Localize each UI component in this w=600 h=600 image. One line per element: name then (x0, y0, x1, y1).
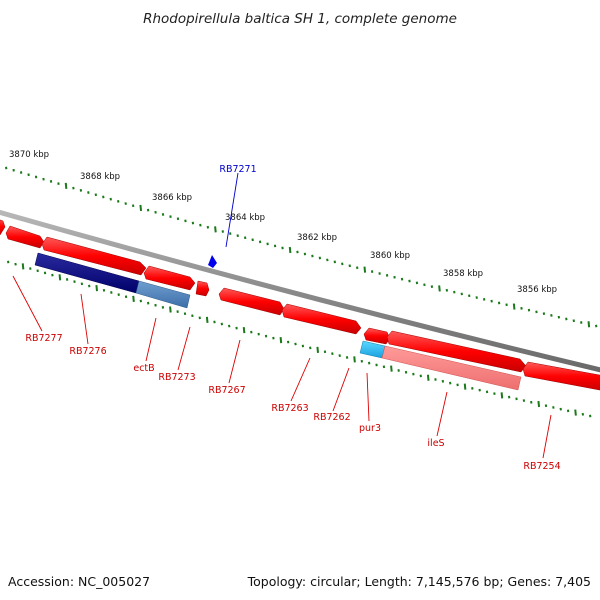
leader-line (290, 357, 311, 402)
major-tick (500, 392, 504, 399)
gene-label-RB7276[interactable]: RB7276 (69, 346, 106, 357)
leader-line (145, 317, 157, 362)
gene-arrow (195, 280, 210, 297)
major-tick (512, 303, 516, 310)
tick-label: 3864 kbp (225, 213, 265, 223)
gene-labels: RB7277 RB7276 ectB RB7273 RB7271 RB7267 … (25, 164, 560, 472)
major-tick (242, 327, 246, 334)
major-tick (574, 409, 577, 416)
leader-line (80, 293, 89, 345)
major-tick (463, 383, 467, 390)
leader-line (225, 172, 239, 248)
gene-label-RB7254[interactable]: RB7254 (523, 461, 560, 472)
gene-label-RB7267[interactable]: RB7267 (208, 385, 245, 396)
major-tick (438, 285, 441, 292)
rna-gene-arrow (208, 255, 217, 268)
gene-label-RB7262[interactable]: RB7262 (313, 412, 350, 423)
accession-text: Accession: NC_005027 (8, 574, 150, 589)
feature-bars (34, 252, 522, 391)
leader-line (332, 367, 350, 412)
major-tick (587, 321, 591, 328)
major-tick (316, 346, 320, 353)
tick-label: 3862 kbp (297, 233, 337, 243)
leader-line (366, 372, 370, 422)
leader-line (177, 326, 191, 371)
tick-label: 3866 kbp (152, 193, 192, 203)
major-tick (537, 400, 541, 408)
feature-bar-pink (381, 345, 522, 391)
tick-label: 3860 kbp (370, 251, 410, 261)
leader-line (12, 275, 43, 332)
major-tick (95, 285, 99, 292)
gene-leader-lines (12, 172, 552, 459)
major-tick (288, 246, 292, 254)
gene-arrow (218, 287, 285, 316)
major-tick (132, 295, 135, 302)
gene-label-ectB[interactable]: ectB (133, 363, 154, 374)
map-title: Rhodopirellula baltica SH 1, complete ge… (143, 11, 457, 27)
gene-label-pur3[interactable]: pur3 (359, 423, 381, 434)
genome-backbone (0, 209, 600, 373)
leader-line (542, 414, 552, 459)
major-tick (363, 266, 367, 273)
major-tick (58, 274, 62, 281)
feature-bar-steel (135, 280, 191, 309)
tick-label: 3870 kbp (9, 150, 49, 160)
major-tick (214, 226, 217, 233)
major-tick (169, 306, 172, 313)
major-tick (390, 365, 393, 372)
gene-arrow (281, 303, 362, 335)
inner-tick-track (7, 260, 592, 418)
major-tick (279, 336, 283, 344)
major-tick (426, 374, 430, 381)
gene-arrow (5, 225, 45, 249)
genome-summary-text: Topology: circular; Length: 7,145,576 bp… (247, 574, 591, 589)
gene-label-ileS[interactable]: ileS (427, 438, 444, 449)
tick-label: 3858 kbp (443, 269, 483, 279)
gene-arrow (0, 219, 6, 236)
leader-line (436, 391, 448, 437)
gene-arrow (522, 361, 600, 391)
major-tick (139, 204, 143, 212)
gene-label-RB7263[interactable]: RB7263 (271, 403, 308, 414)
gene-label-RB7273[interactable]: RB7273 (158, 372, 195, 383)
forward-strand-genes (0, 219, 600, 391)
outer-tick-track (5, 166, 598, 328)
gene-arrow (41, 236, 147, 276)
tick-label: 3868 kbp (80, 172, 120, 182)
major-tick (64, 182, 68, 189)
gene-arrow (386, 330, 527, 373)
gene-label-RB7277[interactable]: RB7277 (25, 333, 62, 344)
tick-labels: 3870 kbp 3868 kbp 3866 kbp 3864 kbp 3862… (9, 150, 557, 295)
feature-bar-cyan (359, 340, 386, 359)
gene-arrow (363, 327, 391, 345)
tick-label: 3856 kbp (517, 285, 557, 295)
gene-label-RB7271[interactable]: RB7271 (219, 164, 256, 175)
leader-line (228, 339, 241, 384)
major-tick (21, 263, 25, 270)
gene-arrow (143, 265, 196, 291)
major-tick (205, 316, 209, 324)
major-tick (353, 356, 356, 363)
